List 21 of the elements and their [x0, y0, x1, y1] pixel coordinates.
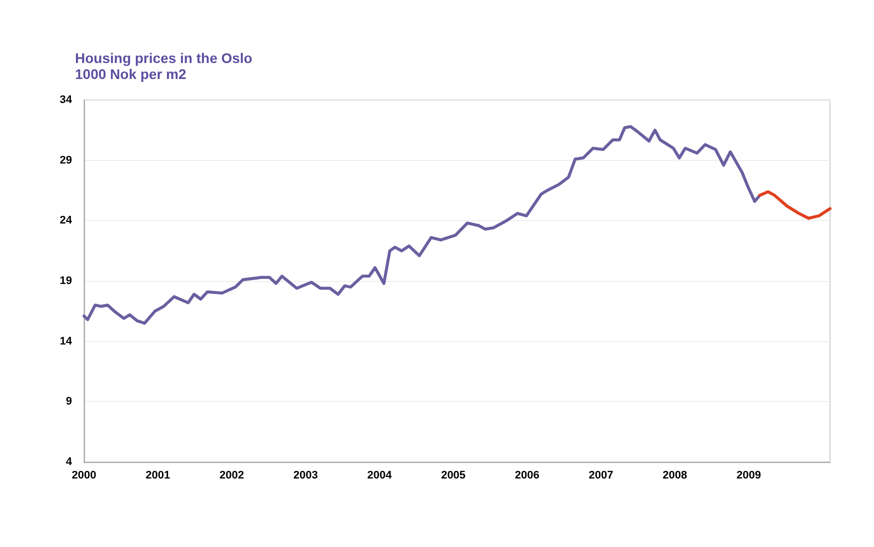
x-tick-label: 2003 [293, 470, 318, 482]
x-tick-label: 2000 [72, 470, 96, 482]
x-tick-label: 2007 [588, 470, 614, 482]
x-tick-label: 2005 [441, 470, 466, 482]
chart-title: Housing prices in the Oslo [75, 50, 252, 66]
x-tick-label: 2004 [367, 470, 393, 482]
chart-subtitle: 1000 Nok per m2 [75, 66, 186, 82]
y-tick-label: 29 [60, 154, 72, 166]
y-tick-label: 34 [60, 94, 73, 106]
x-tick-label: 2008 [662, 470, 688, 482]
line-series [82, 125, 762, 325]
x-tick-label: 2002 [219, 470, 244, 482]
y-tick-label: 4 [66, 456, 73, 468]
y-tick-label: 24 [60, 214, 73, 227]
x-tick-label: 2009 [736, 470, 761, 482]
line-series [758, 190, 832, 220]
y-tick-label: 14 [60, 335, 73, 348]
y-tick-label: 19 [60, 275, 72, 287]
x-tick-label: 2006 [514, 470, 540, 482]
y-tick-label: 9 [66, 396, 72, 408]
x-tick-label: 2001 [146, 470, 170, 482]
